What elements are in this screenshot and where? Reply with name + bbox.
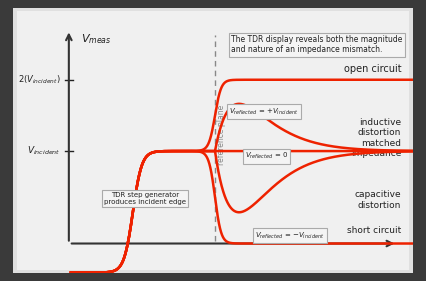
Text: inductive
distortion: inductive distortion (358, 117, 401, 137)
Text: $V_{reflected}$ = $+V_{incident}$: $V_{reflected}$ = $+V_{incident}$ (229, 106, 299, 117)
Text: $2(V_{incident})$: $2(V_{incident})$ (18, 74, 61, 86)
Text: open circuit: open circuit (344, 64, 401, 74)
Text: $V_{reflected}$ = $-V_{incident}$: $V_{reflected}$ = $-V_{incident}$ (255, 230, 325, 241)
Text: capacitive
distortion: capacitive distortion (354, 190, 401, 210)
Text: TDR step generator
produces incident edge: TDR step generator produces incident edg… (104, 192, 186, 205)
Text: matched
impedance: matched impedance (351, 139, 401, 158)
Text: $V_{incident}$: $V_{incident}$ (27, 145, 61, 157)
FancyBboxPatch shape (9, 6, 417, 275)
Text: The TDR display reveals both the magnitude
and nature of an impedance mismatch.: The TDR display reveals both the magnitu… (231, 35, 403, 54)
Text: $V_{reflected}$ = 0: $V_{reflected}$ = 0 (245, 151, 288, 162)
Text: reference plane: reference plane (216, 105, 225, 165)
Text: $V_{meas}$: $V_{meas}$ (81, 32, 112, 46)
Text: short circuit: short circuit (347, 226, 401, 235)
